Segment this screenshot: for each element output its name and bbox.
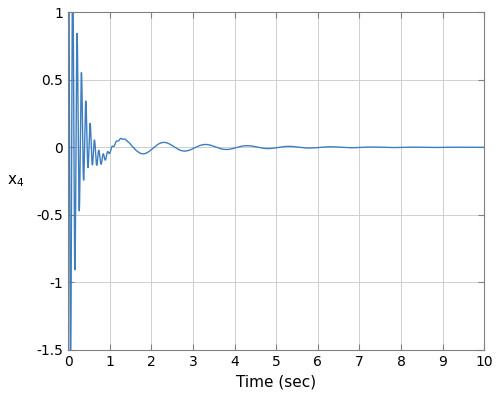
Y-axis label: x$_4$: x$_4$ <box>7 173 24 189</box>
X-axis label: Time (sec): Time (sec) <box>236 374 316 389</box>
